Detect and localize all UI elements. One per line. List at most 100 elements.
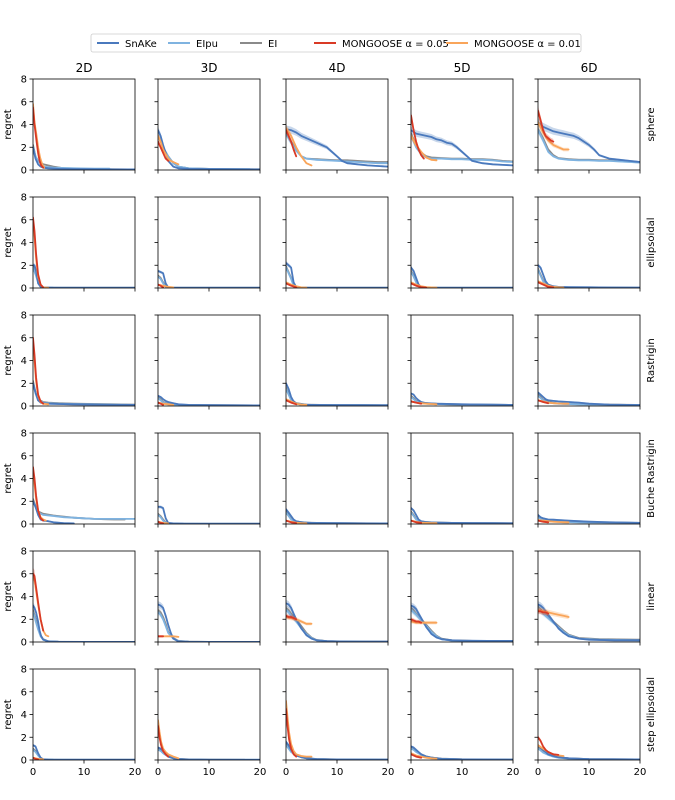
column-title-4d: 4D — [329, 61, 346, 75]
y-tick-label: 8 — [21, 75, 27, 86]
y-tick-label: 4 — [21, 238, 27, 249]
panel-buche-rastrigin-2d: 0 2 4 6 8 regret — [3, 429, 136, 531]
panel-ellipsoidal-6d — [534, 196, 641, 292]
row-title-step-ellipsoidal: step ellipsoidal — [646, 677, 657, 752]
line-ei — [286, 386, 388, 406]
panel-rastrigin-3d — [154, 314, 261, 410]
panel-frame — [32, 78, 136, 171]
line-mongoose-alpha-0-05 — [538, 519, 550, 524]
line-eipu — [158, 514, 260, 524]
x-tick-label: 20 — [634, 767, 647, 778]
x-tick-label: 10 — [583, 767, 596, 778]
line-snake — [538, 514, 640, 524]
panel-frame — [410, 432, 514, 525]
y-tick-label: 6 — [21, 97, 27, 108]
line-eipu — [158, 275, 260, 288]
line-mongoose-alpha-0-01 — [158, 719, 180, 760]
x-tick-label: 0 — [408, 767, 414, 778]
line-snake — [158, 746, 260, 760]
line-mongoose-alpha-0-05 — [286, 399, 298, 406]
line-snake — [286, 128, 388, 168]
column-title-5d: 5D — [454, 61, 471, 75]
panel-sphere-6d — [534, 78, 641, 174]
line-snake — [286, 740, 388, 760]
band-ei — [33, 747, 135, 760]
line-mongoose-alpha-0-05 — [411, 618, 423, 624]
panel-series — [411, 110, 513, 167]
panel-frame — [285, 668, 389, 761]
line-ei — [158, 512, 260, 524]
row-title-sphere: sphere — [646, 107, 657, 141]
line-mongoose-alpha-0-05 — [538, 610, 550, 615]
panel-linear-2d: 0 2 4 6 8 regret — [3, 547, 136, 649]
band-eipu — [538, 268, 640, 288]
panel-series — [411, 745, 513, 760]
panel-frame — [410, 668, 514, 761]
line-snake — [411, 745, 513, 760]
band-snake — [33, 743, 135, 760]
panel-frame — [32, 196, 136, 289]
y-tick-label: 6 — [21, 333, 27, 344]
panel-series — [33, 211, 135, 288]
y-tick-label: 8 — [21, 429, 27, 440]
legend-label-ei: EI — [268, 39, 277, 50]
line-eipu — [33, 266, 135, 288]
band-ei — [158, 274, 260, 288]
y-tick-label: 4 — [21, 474, 27, 485]
line-ei — [33, 498, 126, 521]
panel-series — [158, 126, 260, 170]
line-mongoose-alpha-0-05 — [158, 283, 165, 288]
panel-series — [286, 124, 388, 168]
panel-rastrigin-5d — [407, 314, 514, 410]
line-mongoose-alpha-0-05 — [158, 401, 165, 406]
line-mongoose-alpha-0-01 — [411, 134, 438, 162]
line-mongoose-alpha-0-05 — [33, 216, 45, 288]
band-snake — [286, 125, 388, 168]
line-mongoose-alpha-0-05 — [538, 281, 555, 288]
band-ei — [158, 132, 260, 170]
line-snake — [33, 382, 135, 406]
y-axis-label: regret — [3, 699, 14, 729]
y-tick-label: 8 — [21, 547, 27, 558]
panel-frame — [157, 78, 261, 171]
line-ei — [411, 607, 513, 642]
band-ei — [286, 264, 388, 288]
band-snake — [411, 265, 513, 288]
line-mongoose-alpha-0-05 — [411, 519, 423, 524]
x-tick-label: 10 — [456, 767, 469, 778]
y-tick-label: 4 — [21, 592, 27, 603]
line-mongoose-alpha-0-05 — [33, 466, 45, 522]
line-snake — [411, 507, 513, 524]
line-mongoose-alpha-0-01 — [411, 752, 438, 760]
line-mongoose-alpha-0-05 — [286, 707, 298, 758]
panel-ellipsoidal-4d — [282, 196, 389, 292]
x-tick-label: 10 — [203, 767, 216, 778]
panel-sphere-4d — [282, 78, 389, 174]
panel-frame — [32, 550, 136, 643]
line-snake — [286, 262, 388, 288]
y-tick-label: 2 — [21, 615, 27, 626]
panel-series — [33, 331, 135, 406]
panel-sphere-2d: 0 2 4 6 8 regret — [3, 75, 136, 177]
line-ei — [33, 747, 135, 760]
panel-frame — [32, 432, 136, 525]
line-mongoose-alpha-0-01 — [158, 134, 180, 166]
line-mongoose-alpha-0-05 — [286, 282, 298, 288]
line-snake — [411, 604, 513, 642]
y-tick-label: 6 — [21, 687, 27, 698]
panel-frame — [537, 550, 641, 643]
row-title-buche-rastrigin: Buche Rastrigin — [646, 439, 657, 518]
x-tick-label: 10 — [331, 767, 344, 778]
line-mongoose-alpha-0-05 — [411, 753, 423, 759]
panel-frame — [157, 668, 261, 761]
x-tick-label: 20 — [507, 767, 520, 778]
y-tick-label: 8 — [21, 193, 27, 204]
line-mongoose-alpha-0-05 — [411, 400, 423, 405]
panel-step-ellipsoidal-2d: 0 2 4 6 8 0 10 20 regret — [3, 665, 141, 779]
band-snake — [411, 126, 513, 167]
y-tick-label: 0 — [21, 284, 27, 295]
line-mongoose-alpha-0-05 — [158, 140, 170, 162]
y-tick-label: 2 — [21, 379, 27, 390]
line-mongoose-alpha-0-05 — [33, 572, 45, 632]
x-tick-label: 10 — [78, 767, 91, 778]
